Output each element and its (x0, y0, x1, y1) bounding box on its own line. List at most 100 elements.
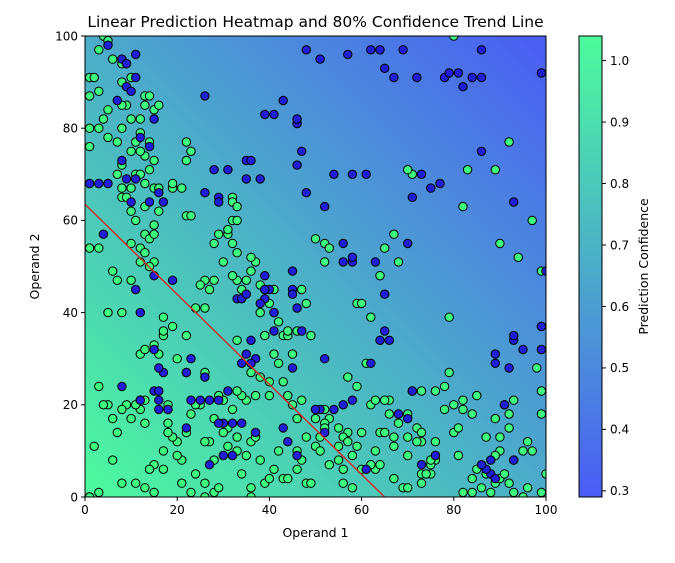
scatter-point-class-1 (389, 473, 399, 484)
scatter-point-class-0 (163, 404, 173, 415)
scatter-point-class-0 (338, 238, 348, 249)
scatter-point-class-1 (449, 400, 459, 410)
scatter-point-class-0 (370, 257, 381, 267)
scatter-point-class-0 (366, 45, 376, 55)
scatter-point-class-0 (241, 289, 252, 299)
scatter-point-class-1 (246, 252, 256, 262)
scatter-point-class-0 (126, 197, 136, 207)
scatter-point-class-1 (370, 446, 381, 456)
scatter-point-class-1 (522, 437, 533, 447)
scatter-point-class-1 (108, 413, 118, 424)
scatter-point-class-0 (121, 174, 132, 184)
scatter-point-class-0 (476, 146, 487, 157)
scatter-point-class-1 (310, 234, 321, 244)
scatter-point-class-0 (509, 455, 519, 465)
scatter-point-class-0 (490, 358, 500, 368)
scatter-point-class-0 (292, 160, 302, 170)
scatter-point-class-1 (227, 271, 238, 281)
scatter-point-class-1 (476, 483, 487, 493)
scatter-point-class-0 (135, 132, 146, 143)
scatter-point-class-1 (204, 284, 215, 295)
scatter-point-class-1 (232, 215, 242, 226)
scatter-point-class-1 (85, 91, 95, 101)
scatter-point-class-1 (144, 91, 155, 101)
scatter-point-class-0 (154, 363, 164, 373)
scatter-point-class-1 (94, 243, 104, 253)
scatter-point-class-1 (237, 469, 247, 479)
scatter-point-class-0 (292, 450, 302, 461)
scatter-point-class-0 (214, 197, 224, 207)
scatter-point-class-0 (131, 49, 141, 60)
scatter-point-class-0 (375, 335, 385, 345)
scatter-point-class-1 (518, 446, 528, 456)
scatter-point-class-1 (380, 395, 390, 405)
scatter-point-class-1 (527, 215, 537, 226)
scatter-point-class-1 (403, 165, 413, 175)
scatter-point-class-0 (320, 201, 330, 212)
scatter-point-class-0 (227, 450, 238, 461)
scatter-point-class-1 (333, 441, 344, 451)
scatter-point-class-1 (186, 487, 196, 497)
scatter-point-class-0 (117, 381, 127, 392)
scatter-point-class-0 (269, 109, 279, 120)
scatter-point-class-1 (495, 432, 505, 442)
scatter-point-class-1 (167, 321, 178, 332)
scatter-point-class-0 (375, 45, 385, 55)
scatter-point-class-0 (430, 450, 441, 461)
scatter-point-class-1 (467, 409, 477, 419)
scatter-point-class-1 (453, 450, 464, 461)
colorbar-ticks: 0.3 0.4 0.5 0.6 0.7 0.8 0.9 1.0 (602, 54, 629, 498)
scatter-point-class-1 (352, 381, 362, 392)
scatter-point-class-1 (163, 418, 173, 428)
scatter-point-class-1 (403, 450, 413, 461)
scatter-point-class-1 (177, 183, 187, 193)
scatter-point-class-1 (356, 427, 367, 438)
scatter-point-class-0 (135, 307, 146, 318)
scatter-point-class-1 (310, 413, 321, 424)
scatter-point-class-1 (416, 427, 427, 438)
scatter-point-class-1 (306, 330, 316, 341)
scatter-point-class-1 (301, 298, 311, 309)
scatter-point-class-0 (476, 460, 487, 470)
scatter-point-class-0 (287, 266, 298, 276)
scatter-point-class-1 (149, 220, 159, 230)
scatter-point-class-0 (237, 418, 247, 428)
scatter-point-class-1 (504, 423, 514, 433)
scatter-point-class-1 (218, 427, 229, 438)
scatter-point-class-0 (255, 298, 265, 309)
scatter-point-class-1 (255, 455, 265, 465)
scatter-point-class-0 (181, 423, 192, 433)
scatter-point-class-0 (94, 178, 104, 189)
scatter-point-class-1 (504, 137, 514, 147)
scatter-point-class-1 (255, 372, 265, 382)
scatter-point-class-1 (444, 367, 454, 378)
scatter-point-class-0 (361, 169, 371, 180)
scatter-point-class-1 (283, 473, 293, 484)
scatter-point-class-0 (246, 155, 256, 166)
colorbar-tick-label: 0.5 (610, 361, 629, 375)
scatter-point-class-1 (536, 409, 546, 419)
plot-frame (84, 35, 547, 498)
scatter-point-class-0 (416, 460, 427, 470)
scatter-point-class-1 (264, 377, 275, 387)
scatter-point-class-1 (283, 326, 293, 336)
scatter-point-class-0 (278, 423, 288, 433)
scatter-point-class-0 (338, 257, 348, 267)
y-axis-label: Operand 2 (27, 233, 42, 299)
scatter-point-class-0 (426, 183, 436, 193)
scatter-point-class-1 (458, 487, 468, 497)
scatter-point-class-1 (126, 413, 136, 424)
scatter-point-class-0 (343, 49, 353, 60)
scatter-point-class-1 (412, 437, 422, 447)
scatter-point-class-1 (495, 238, 505, 249)
scatter-point-class-1 (190, 469, 201, 479)
scatter-point-class-0 (186, 395, 196, 405)
scatter-point-class-1 (393, 418, 404, 428)
trend-line (85, 203, 386, 497)
scatter-point-class-1 (209, 238, 219, 249)
scatter-point-class-0 (112, 95, 123, 106)
y-axis: 0 20 40 60 80 100 (55, 29, 85, 504)
x-tick-label: 20 (170, 503, 185, 517)
